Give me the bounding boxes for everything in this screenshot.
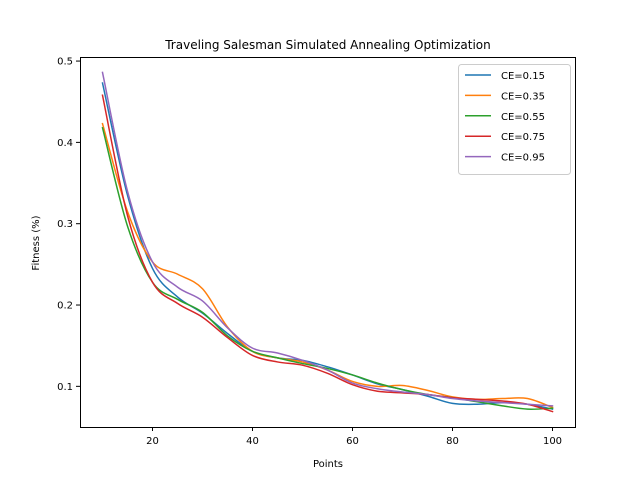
plot-area-frame — [80, 57, 576, 428]
x-tick-label: 60 — [346, 436, 359, 447]
x-tick-label: 40 — [246, 436, 259, 447]
axis-ticks: 20 40 60 80 100 0.1 0.2 0.3 0.4 0.5 — [57, 57, 562, 447]
y-tick-label: 0.2 — [57, 301, 73, 312]
legend-label: CE=0.35 — [501, 91, 545, 102]
x-axis-label: Points — [313, 459, 343, 470]
legend-label: CE=0.15 — [501, 71, 545, 82]
x-tick-label: 20 — [146, 436, 159, 447]
y-tick-label: 0.3 — [57, 219, 73, 230]
series-lines — [101, 71, 554, 413]
legend-label: CE=0.55 — [501, 112, 545, 123]
y-tick-label: 0.4 — [57, 138, 73, 149]
series-line-0 — [101, 82, 554, 410]
legend: CE=0.15 CE=0.35 CE=0.55 CE=0.75 CE=0.95 — [458, 64, 571, 175]
legend-box — [458, 64, 571, 175]
x-tick-label: 80 — [446, 436, 459, 447]
series-line-4 — [101, 71, 554, 407]
x-tick-label: 100 — [543, 436, 562, 447]
y-tick-label: 0.1 — [57, 382, 73, 393]
series-line-2 — [101, 126, 554, 410]
series-line-3 — [101, 94, 554, 413]
y-axis-label: Fitness (%) — [31, 215, 42, 270]
chart-title: Traveling Salesman Simulated Annealing O… — [164, 38, 491, 52]
legend-label: CE=0.75 — [501, 132, 545, 143]
y-tick-label: 0.5 — [57, 57, 73, 68]
legend-label: CE=0.95 — [501, 153, 545, 164]
